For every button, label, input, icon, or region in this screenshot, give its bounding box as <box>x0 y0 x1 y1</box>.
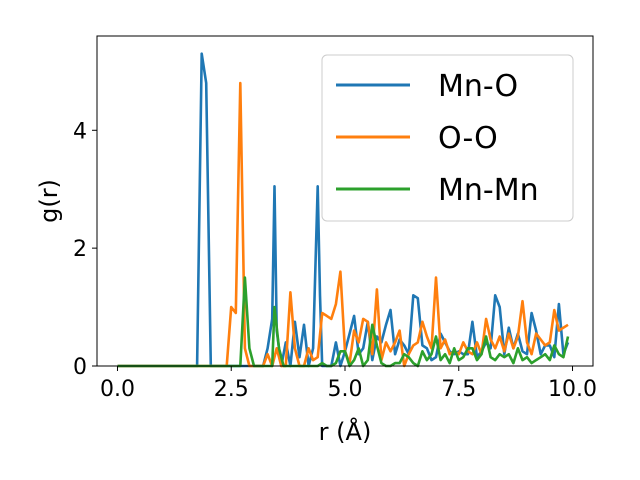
legend-box <box>321 54 574 222</box>
legend-label-o-o: O-O <box>438 121 498 156</box>
x-axis-label: r (Å) <box>319 417 372 446</box>
x-tick-label: 2.5 <box>214 377 249 402</box>
legend-label-mn-o: Mn-O <box>438 69 518 104</box>
x-axis-ticks: 0.0 2.5 5.0 7.5 10.0 <box>100 366 597 402</box>
series-line-o-o <box>117 81 569 368</box>
y-tick-label: 2 <box>73 237 87 262</box>
x-tick-label: 10.0 <box>548 377 597 402</box>
y-tick-label: 4 <box>73 119 87 144</box>
y-tick-label: 0 <box>73 355 87 380</box>
legend: Mn-O O-O Mn-Mn <box>321 54 574 222</box>
y-axis-ticks: 0 2 4 <box>73 119 97 380</box>
x-tick-label: 5.0 <box>328 377 363 402</box>
x-tick-label: 0.0 <box>100 377 135 402</box>
x-tick-label: 7.5 <box>441 377 476 402</box>
y-axis-label: g(r) <box>35 179 63 223</box>
legend-label-mn-mn: Mn-Mn <box>438 173 539 208</box>
